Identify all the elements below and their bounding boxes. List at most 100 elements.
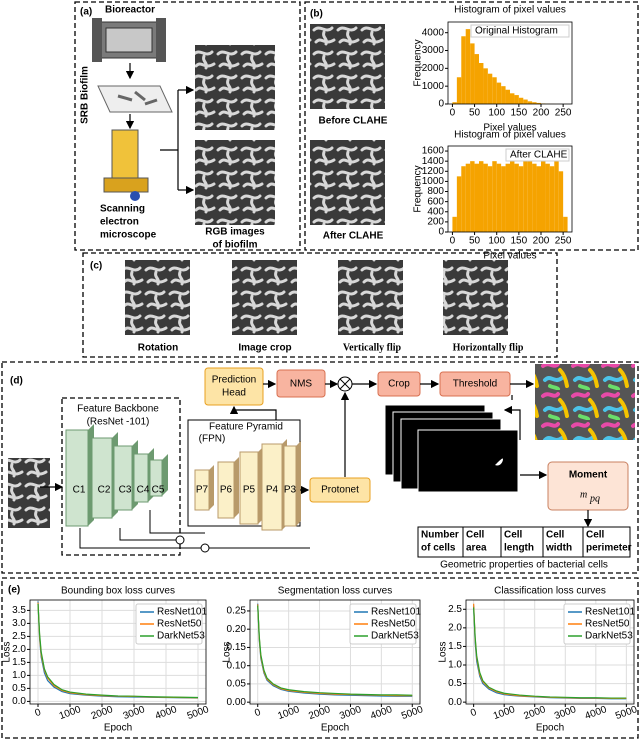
y-tick-label: 3.5 <box>12 605 26 616</box>
fpn-blocks: P7 P6 P5 P4 P3 <box>194 439 301 531</box>
bioreactor-label: Bioreactor <box>105 5 155 16</box>
histogram-bar <box>492 77 497 104</box>
plot-frame <box>249 599 421 705</box>
property-label: Cell <box>586 530 605 541</box>
crop-label: Crop <box>388 379 410 390</box>
histogram-bar <box>456 77 462 104</box>
loss-line <box>257 605 413 696</box>
y-tick-label: 1200 <box>422 166 445 177</box>
property-label: Cell <box>546 530 565 541</box>
x-axis-label: Epoch <box>104 723 132 734</box>
y-tick-label: 0.0 <box>448 697 462 708</box>
legend-label: ResNet50 <box>371 619 416 630</box>
chart-title: Histogram of pixel values <box>454 130 566 141</box>
legend-box <box>135 603 203 645</box>
sem-image <box>310 140 385 225</box>
x-tick-label: 1000 <box>58 704 83 722</box>
block-side <box>162 454 168 496</box>
y-tick-label: 800 <box>427 186 444 197</box>
x-tick-label: 0 <box>469 707 478 719</box>
y-tick-label: 4000 <box>422 27 445 38</box>
moment-label: Moment <box>569 470 608 481</box>
panel-label: (e) <box>8 585 20 596</box>
fpn-line: Feature Pyramid <box>209 422 283 433</box>
histogram-bar <box>474 54 479 104</box>
histogram-bar <box>523 161 528 232</box>
block-label: C3 <box>119 485 132 496</box>
prediction-head-line: Head <box>222 388 246 399</box>
property-label: Cell <box>466 530 485 541</box>
block <box>239 451 259 525</box>
histogram-bar <box>545 163 550 232</box>
connector <box>160 90 179 190</box>
histogram-bar <box>470 161 475 232</box>
table-cell <box>582 526 631 558</box>
backbone-line: (ResNet -101) <box>87 417 150 428</box>
block-label: P7 <box>196 485 209 496</box>
x-tick-label: 50 <box>469 236 481 247</box>
property-label: perimeter <box>586 543 632 554</box>
plot-frame <box>447 145 573 233</box>
side-label: SRB Biofilm <box>80 66 91 124</box>
biofilm-cells <box>117 90 158 106</box>
block-side <box>296 441 301 526</box>
legend-label: ResNet50 <box>157 619 202 630</box>
y-tick-label: 1.0 <box>448 660 462 671</box>
x-tick-label: 4000 <box>584 704 609 722</box>
sem-image <box>125 260 190 335</box>
x-tick-label: 50 <box>469 108 481 119</box>
properties-caption: Geometric properties of bacterial cells <box>440 560 608 571</box>
y-tick-label: 600 <box>427 196 444 207</box>
x-tick-label: 100 <box>488 236 505 247</box>
histogram-bar <box>487 166 493 232</box>
block-label: C2 <box>98 485 111 496</box>
x-tick-label: 1000 <box>492 704 517 722</box>
y-tick-label: 3000 <box>422 45 445 56</box>
microscope-icon <box>103 129 149 201</box>
biofilm-slide <box>97 85 173 113</box>
x-tick-label: 5000 <box>400 704 425 722</box>
histogram-bar <box>536 166 541 232</box>
augmentation-label: Image crop <box>238 343 291 354</box>
x-tick-label: 0 <box>450 108 456 119</box>
y-tick-label: 0 <box>438 99 444 110</box>
chart-title: Histogram of pixel values <box>454 5 566 16</box>
panel-label: (c) <box>90 261 102 272</box>
x-tick-label: 250 <box>555 108 572 119</box>
legend-box <box>505 148 570 162</box>
before-label: Before CLAHE <box>319 116 388 127</box>
histogram-bar <box>527 158 533 232</box>
x-tick-label: 100 <box>488 108 505 119</box>
plot-frame <box>465 599 635 705</box>
y-tick-label: 2.5 <box>12 631 26 642</box>
sum-node <box>175 535 185 545</box>
y-axis-label: Loss <box>222 641 233 662</box>
moment-subscript: pq <box>589 493 600 504</box>
y-axis-label: Loss <box>438 641 449 662</box>
histogram-bar <box>527 101 533 104</box>
legend-box <box>563 603 631 645</box>
x-tick-label: 2000 <box>522 704 547 722</box>
chart-title: Classification loss curves <box>494 586 606 597</box>
protonet-label: Protonet <box>321 485 359 496</box>
y-tick-label: 2.5 <box>448 604 462 615</box>
y-tick-label: 0.5 <box>12 683 26 694</box>
prediction-head-line: Prediction <box>212 375 256 386</box>
y-tick-label: 0.0 <box>12 696 26 707</box>
microscope-line: microscope <box>100 230 157 241</box>
table-cell <box>500 526 544 558</box>
histogram-bar <box>474 163 479 232</box>
block <box>149 459 163 497</box>
block-label: P4 <box>266 485 279 496</box>
block <box>261 443 283 531</box>
property-label: Cell <box>504 530 523 541</box>
segmented-image <box>535 364 635 440</box>
x-tick-label: 5000 <box>614 704 639 722</box>
x-tick-label: 0 <box>34 707 43 719</box>
legend-label: After CLAHE <box>510 150 568 161</box>
histogram-bar <box>510 161 515 232</box>
fpn-line: (FPN) <box>199 434 226 445</box>
histogram-bar <box>456 176 462 232</box>
y-tick-label: 3.0 <box>12 618 26 629</box>
block-label: P3 <box>284 485 297 496</box>
